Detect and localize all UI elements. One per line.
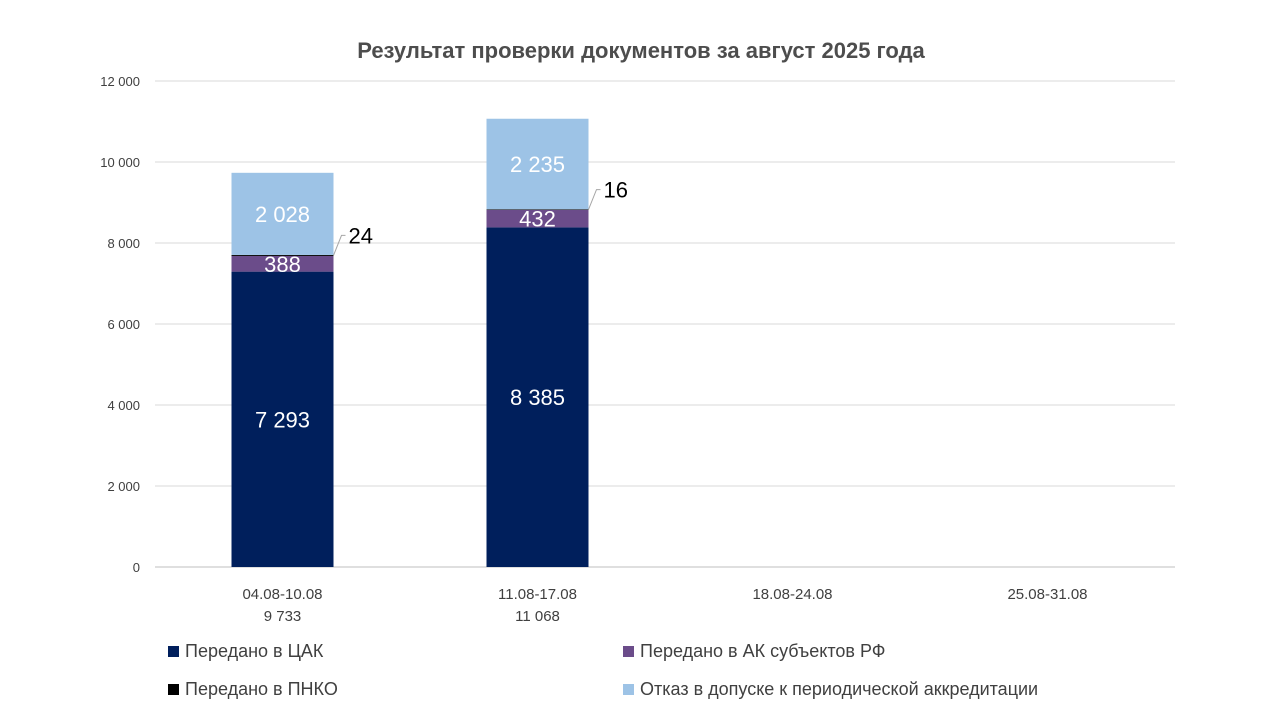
data-label: 7 293	[255, 407, 310, 432]
bar-segment	[231, 172, 334, 255]
legend-label: Передано в ЦАК	[185, 640, 324, 661]
y-tick-label: 2 000	[107, 479, 140, 494]
legend-label: Отказ в допуске к периодической аккредит…	[640, 678, 1039, 699]
legend-label: Передано в АК субъектов РФ	[640, 640, 886, 661]
legend-swatch	[623, 683, 634, 695]
legend-item: Передано в АК субъектов РФ	[623, 640, 1123, 662]
category-total-label: 11 068	[515, 608, 560, 625]
stacked-bar-chart: Результат проверки документов за август …	[100, 38, 1175, 625]
y-tick-label: 0	[133, 560, 140, 575]
data-label: 388	[264, 252, 301, 277]
bar-segment	[486, 227, 589, 567]
bar-segment	[486, 209, 589, 228]
bar-segment	[231, 271, 334, 567]
legend-swatch	[168, 683, 179, 695]
legend-item: Передано в ПНКО	[168, 678, 623, 700]
bar-segment	[486, 118, 589, 210]
legend-item: Отказ в допуске к периодической аккредит…	[623, 678, 1123, 700]
y-tick-label: 10 000	[100, 155, 140, 170]
data-label: 2 028	[255, 202, 310, 227]
bar-segment	[231, 255, 334, 272]
legend-swatch	[623, 645, 634, 657]
data-label: 8 385	[510, 385, 565, 410]
data-label: 2 235	[510, 152, 565, 177]
y-tick-label: 8 000	[107, 236, 140, 251]
chart-legend: Передано в ЦАК Передано в АК субъектов РФ…	[168, 640, 1148, 700]
x-tick-label: 18.08-24.08	[752, 586, 832, 603]
callout-leader-line	[588, 189, 601, 210]
chart-title: Результат проверки документов за август …	[357, 38, 925, 63]
data-label: 16	[604, 178, 628, 203]
x-tick-label: 04.08-10.08	[242, 586, 322, 603]
x-tick-label: 11.08-17.08	[498, 586, 577, 603]
data-label: 432	[519, 207, 556, 232]
legend-label: Передано в ПНКО	[185, 678, 338, 699]
y-tick-label: 6 000	[107, 317, 140, 332]
category-total-label: 9 733	[264, 608, 302, 625]
bar-segment	[231, 254, 334, 256]
y-tick-label: 12 000	[100, 74, 140, 89]
data-label: 24	[349, 223, 373, 248]
legend-swatch	[168, 645, 179, 657]
bar-segment	[486, 209, 589, 210]
y-tick-label: 4 000	[107, 398, 140, 413]
x-tick-label: 25.08-31.08	[1007, 586, 1087, 603]
callout-leader-line	[333, 234, 346, 256]
legend-item: Передано в ЦАК	[168, 640, 623, 662]
